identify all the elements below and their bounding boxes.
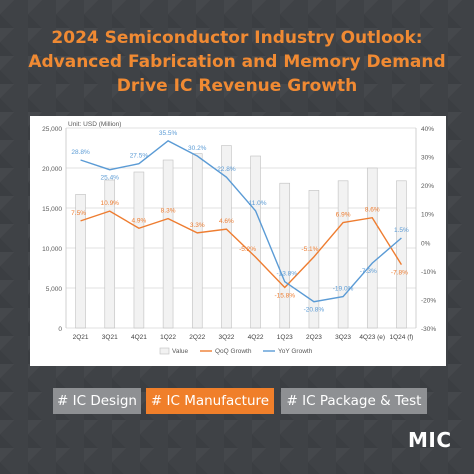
legend-swatch-value	[159, 347, 170, 355]
x-tick-label: 2Q22	[189, 334, 205, 341]
y2-tick-label: 30%	[421, 155, 434, 162]
y-tick-label: 5,000	[46, 286, 63, 293]
qoq-data-label: -15.8%	[274, 292, 295, 299]
x-tick-label: 4Q22	[248, 334, 264, 341]
tag-row: # IC Design # IC Manufacture # IC Packag…	[0, 388, 474, 414]
yoy-data-label: 11.0%	[249, 200, 267, 207]
unit-label: Unit: USD (Million)	[68, 121, 121, 128]
bar-value	[250, 155, 261, 329]
qoq-data-label: 8.3%	[161, 208, 176, 215]
qoq-data-label: 6.9%	[336, 212, 351, 219]
qoq-data-label: 4.9%	[132, 217, 147, 224]
bar-value	[162, 159, 174, 329]
qoq-data-label: -5.2%	[239, 246, 256, 253]
bar-value	[366, 167, 378, 329]
y2-tick-label: -10%	[421, 269, 436, 276]
y-tick-label: 10,000	[42, 246, 62, 253]
qoq-data-label: 4.6%	[219, 218, 234, 225]
qoq-data-label: 10.9%	[101, 200, 120, 207]
qoq-data-label: 7.5%	[71, 210, 86, 217]
bar-value	[337, 180, 349, 329]
bar-value	[104, 179, 116, 329]
legend-label-qoq: QoQ Growth	[215, 348, 252, 355]
yoy-data-label: -19.0%	[333, 286, 354, 293]
yoy-data-label: 25.4%	[101, 175, 120, 182]
yoy-data-label: -7.3%	[360, 268, 377, 275]
title-line-2: Advanced Fabrication and Memory Demand	[28, 52, 446, 72]
bar-value	[396, 180, 407, 329]
revenue-chart: 0 5,000 10,000 15,000 20,000 25,000 -30% -20% -1…	[42, 121, 436, 355]
title-line-3: Drive IC Revenue Growth	[116, 76, 358, 96]
yoy-data-label: 22.8%	[217, 166, 236, 173]
yoy-data-label: 35.5%	[159, 130, 178, 137]
y2-tick-label: 20%	[421, 183, 434, 190]
title-line-1: 2024 Semiconductor Industry Outlook:	[51, 28, 423, 48]
page-title: 2024 Semiconductor Industry Outlook: Adv…	[0, 26, 474, 98]
x-tick-label: 3Q21	[102, 334, 118, 341]
bar-value	[75, 194, 86, 329]
y-tick-label: 0	[58, 326, 62, 333]
x-tick-label: 1Q23	[277, 334, 293, 341]
tag-ic-design[interactable]: # IC Design	[53, 388, 141, 414]
yoy-data-label: 1.5%	[394, 227, 409, 234]
x-tick-label: 2Q21	[73, 334, 89, 341]
qoq-data-label: 8.6%	[365, 207, 380, 214]
x-tick-label: 3Q23	[335, 334, 351, 341]
legend-label-yoy: YoY Growth	[278, 348, 313, 355]
yoy-data-label: 28.8%	[71, 149, 90, 156]
bar-value	[279, 182, 291, 329]
x-tick-label: 4Q23 (e)	[359, 334, 385, 341]
x-tick-label: 1Q22	[160, 334, 176, 341]
legend-label-value: Value	[172, 348, 189, 355]
qoq-growth-line	[80, 210, 403, 289]
tag-ic-package-test[interactable]: # IC Package & Test	[281, 388, 427, 414]
y-tick-label: 20,000	[42, 166, 62, 173]
yoy-data-label: 30.2%	[188, 145, 207, 152]
y2-tick-label: 40%	[421, 126, 434, 133]
qoq-data-label: 3.3%	[190, 222, 205, 229]
yoy-data-label: -20.8%	[304, 307, 325, 314]
y2-tick-label: 0%	[421, 240, 431, 247]
y2-tick-label: -20%	[421, 297, 436, 304]
qoq-data-label: -5.1%	[301, 246, 318, 253]
bar-value	[191, 153, 203, 329]
x-tick-label: 4Q21	[131, 334, 147, 341]
y2-tick-label: -30%	[421, 326, 436, 333]
x-tick-label: 1Q24 (f)	[389, 334, 413, 341]
bar-value	[308, 190, 320, 329]
y-tick-label: 15,000	[42, 206, 62, 213]
yoy-growth-line	[80, 140, 402, 303]
x-tick-label: 2Q23	[306, 334, 322, 341]
yoy-data-label: -13.8%	[276, 271, 297, 278]
mic-logo: MIC	[408, 428, 452, 452]
chart-panel: 0 5,000 10,000 15,000 20,000 25,000 -30% -20% -1…	[30, 116, 446, 366]
bar-value	[221, 145, 232, 329]
yoy-data-label: 27.5%	[130, 153, 149, 160]
y-tick-label: 25,000	[42, 126, 62, 133]
qoq-data-label: -7.8%	[391, 270, 408, 277]
bar-value	[133, 171, 145, 329]
tag-ic-manufacture[interactable]: # IC Manufacture	[146, 388, 274, 414]
x-tick-label: 3Q22	[218, 334, 234, 341]
y2-tick-label: 10%	[421, 212, 434, 219]
